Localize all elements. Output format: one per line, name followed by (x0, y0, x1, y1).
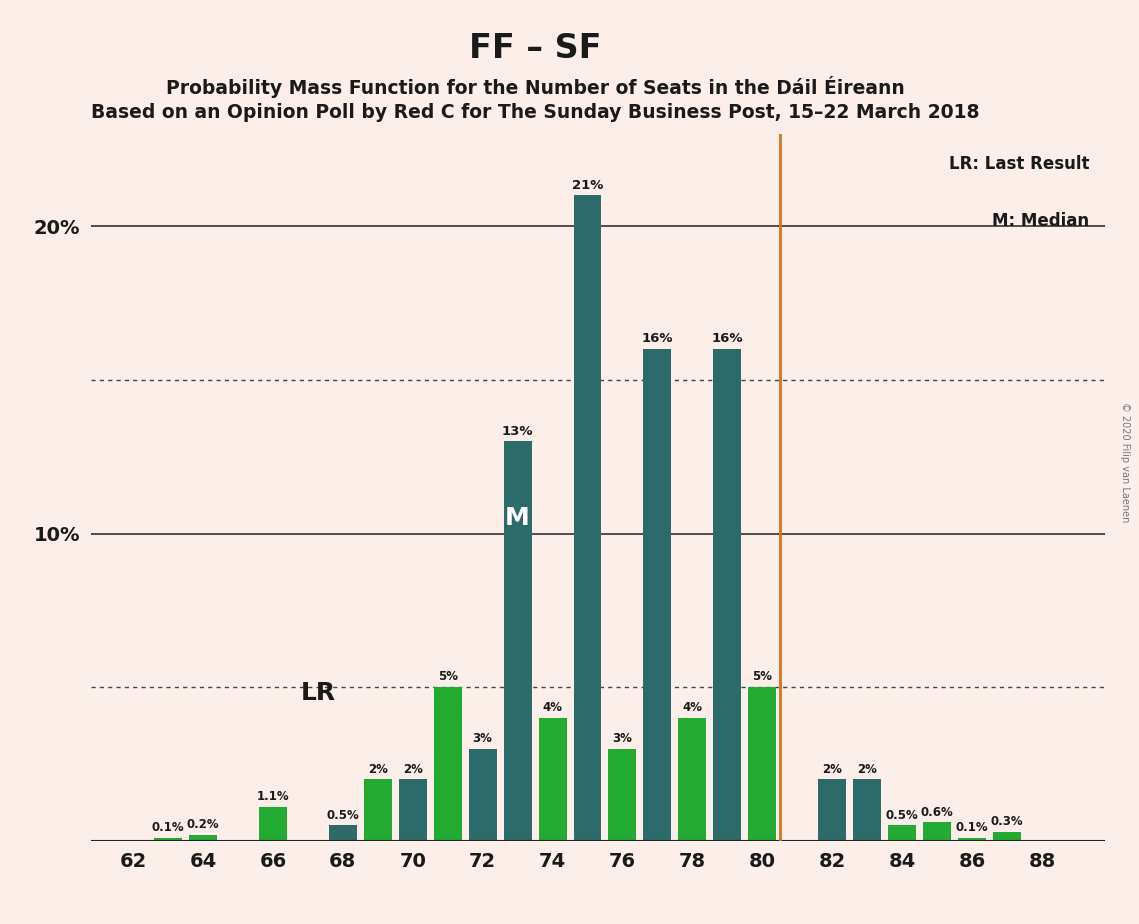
Text: 1.1%: 1.1% (256, 790, 289, 803)
Text: LR: Last Result: LR: Last Result (949, 155, 1090, 173)
Text: 0.3%: 0.3% (991, 815, 1023, 828)
Text: 0.5%: 0.5% (327, 808, 359, 821)
Text: 0.6%: 0.6% (920, 806, 953, 819)
Bar (399, 779, 427, 841)
Bar (644, 349, 671, 841)
Bar (259, 807, 287, 841)
Bar (503, 442, 532, 841)
Text: Based on an Opinion Poll by Red C for The Sunday Business Post, 15–22 March 2018: Based on an Opinion Poll by Red C for Th… (91, 103, 980, 123)
Text: 2%: 2% (858, 762, 877, 775)
Text: 0.5%: 0.5% (886, 808, 918, 821)
Bar (189, 834, 216, 841)
Bar (818, 779, 846, 841)
Bar (363, 779, 392, 841)
Text: © 2020 Filip van Laenen: © 2020 Filip van Laenen (1121, 402, 1130, 522)
Text: 3%: 3% (613, 732, 632, 745)
Text: 5%: 5% (752, 671, 772, 684)
Bar (923, 822, 951, 841)
Bar (154, 838, 182, 841)
Bar (679, 718, 706, 841)
Bar (468, 748, 497, 841)
Bar (748, 687, 777, 841)
Text: 16%: 16% (641, 333, 673, 346)
Text: FF – SF: FF – SF (469, 32, 601, 66)
Text: 2%: 2% (822, 762, 842, 775)
Bar (713, 349, 741, 841)
Text: 3%: 3% (473, 732, 492, 745)
Text: 4%: 4% (682, 701, 703, 714)
Bar (888, 825, 916, 841)
Text: LR: LR (301, 681, 336, 705)
Bar (574, 196, 601, 841)
Text: M: Median: M: Median (992, 212, 1090, 230)
Text: M: M (506, 506, 530, 530)
Text: 0.2%: 0.2% (187, 818, 220, 831)
Text: 0.1%: 0.1% (956, 821, 989, 834)
Bar (993, 832, 1021, 841)
Bar (539, 718, 566, 841)
Text: 16%: 16% (712, 333, 743, 346)
Bar (329, 825, 357, 841)
Text: 13%: 13% (502, 425, 533, 438)
Bar (958, 838, 986, 841)
Text: 2%: 2% (403, 762, 423, 775)
Text: 21%: 21% (572, 178, 604, 192)
Bar (434, 687, 461, 841)
Text: Probability Mass Function for the Number of Seats in the Dáil Éireann: Probability Mass Function for the Number… (166, 76, 904, 98)
Text: 0.1%: 0.1% (151, 821, 185, 834)
Text: 5%: 5% (437, 671, 458, 684)
Text: 4%: 4% (542, 701, 563, 714)
Text: 2%: 2% (368, 762, 387, 775)
Bar (608, 748, 637, 841)
Bar (853, 779, 882, 841)
